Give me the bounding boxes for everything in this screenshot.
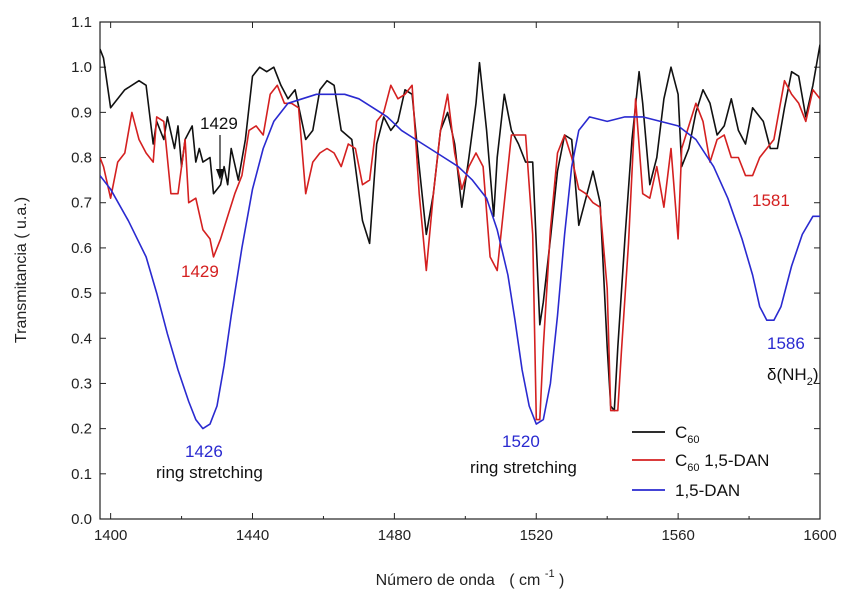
- x-axis-title-unit-end: ): [559, 572, 564, 589]
- series-group: [100, 45, 820, 429]
- legend: C60 C60 1,5-DAN 1,5-DAN: [632, 423, 769, 500]
- annotation-1586: 1586: [767, 334, 805, 353]
- y-tick-label: 0.5: [71, 285, 92, 302]
- series-line-c60: [100, 45, 820, 411]
- x-tick-label: 1520: [520, 527, 553, 544]
- y-tick-label: 0.1: [71, 466, 92, 483]
- legend-label-c60: C60: [675, 423, 700, 446]
- x-axis-title-unit-sup: -1: [545, 568, 555, 580]
- y-tick-label: 0.7: [71, 195, 92, 212]
- annotation-1581: 1581: [752, 191, 790, 210]
- x-axis-title-main: Número de onda: [376, 572, 495, 589]
- y-tick-label: 1.1: [71, 14, 92, 31]
- x-tick-label: 1480: [378, 527, 411, 544]
- annotation-1429-red: 1429: [181, 262, 219, 281]
- y-tick-label: 0.0: [71, 511, 92, 528]
- annotation-1520: 1520: [502, 432, 540, 451]
- x-axis-title: Número de onda ( cm -1 ): [376, 564, 565, 589]
- y-tick-label: 0.4: [71, 330, 92, 347]
- x-tick-label: 1400: [94, 527, 127, 544]
- legend-label-c60-dan: C60 1,5-DAN: [675, 451, 769, 474]
- annotations: 1429 1429 1426 ring stretching 1520 ring…: [156, 114, 818, 482]
- annotation-1520-label: ring stretching: [470, 458, 577, 477]
- y-tick-label: 1.0: [71, 59, 92, 76]
- annotation-1586-label: δ(NH2): [767, 365, 818, 388]
- annotation-1426: 1426: [185, 442, 223, 461]
- x-tick-label: 1440: [236, 527, 269, 544]
- y-tick-label: 0.3: [71, 375, 92, 392]
- annotation-1429-black: 1429: [200, 114, 238, 133]
- x-tick-label: 1600: [803, 527, 836, 544]
- x-tick-label: 1560: [661, 527, 694, 544]
- y-axis-title: Transmitancia ( u.a.): [13, 197, 30, 343]
- y-tick-label: 0.8: [71, 150, 92, 167]
- x-axis-title-unit: ( cm: [509, 572, 540, 589]
- annotation-1426-label: ring stretching: [156, 463, 263, 482]
- y-tick-label: 0.6: [71, 240, 92, 257]
- y-tick-label: 0.9: [71, 104, 92, 121]
- y-tick-label: 0.2: [71, 421, 92, 438]
- legend-label-dan: 1,5-DAN: [675, 481, 740, 500]
